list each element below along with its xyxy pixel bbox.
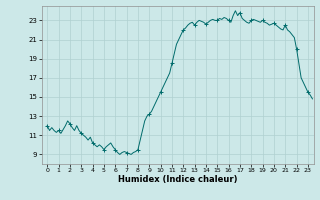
X-axis label: Humidex (Indice chaleur): Humidex (Indice chaleur) xyxy=(118,175,237,184)
